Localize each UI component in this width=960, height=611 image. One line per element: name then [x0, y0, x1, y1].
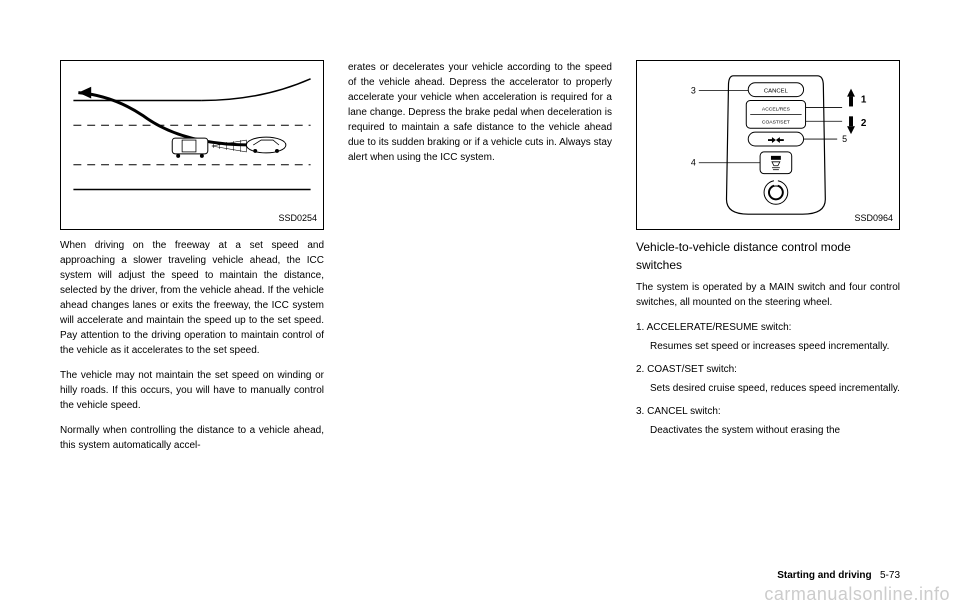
callout-2: 2 [861, 118, 867, 129]
list-item-3: 3. CANCEL switch: [636, 404, 900, 419]
figure-label-left: SSD0254 [278, 212, 317, 226]
item1-desc: Resumes set speed or increases speed inc… [650, 339, 900, 354]
item3-num: 3. [636, 406, 644, 417]
footer-section: Starting and driving [777, 570, 871, 581]
figure-label-right: SSD0964 [854, 212, 893, 226]
callout-1: 1 [861, 95, 867, 106]
callout-4: 4 [691, 158, 696, 168]
item2-title: COAST/SET switch: [647, 364, 737, 375]
item3-title: CANCEL switch: [647, 406, 721, 417]
car-front [246, 137, 286, 153]
col1-para1: When driving on the freeway at a set spe… [60, 238, 324, 358]
page-footer: Starting and driving 5-73 [777, 570, 900, 581]
col1-para2: The vehicle may not maintain the set spe… [60, 368, 324, 413]
item1-title: ACCELERATE/RESUME switch: [647, 322, 792, 333]
figure-controls: CANCEL ACCEL/RES COAST/SET 3 4 [636, 60, 900, 230]
road-diagram [61, 61, 323, 229]
car-rear [172, 138, 208, 158]
callout-3: 3 [691, 86, 696, 96]
footer-page: 5-73 [880, 570, 900, 581]
col3-para1: The system is operated by a MAIN switch … [636, 280, 900, 310]
btn-coast-text: COAST/SET [762, 119, 790, 125]
btn-cancel-text: CANCEL [764, 89, 789, 95]
col1-para3: Normally when controlling the distance t… [60, 423, 324, 453]
list-item-2: 2. COAST/SET switch: [636, 362, 900, 377]
list-item-1: 1. ACCELERATE/RESUME switch: [636, 320, 900, 335]
item3-desc: Deactivates the system without erasing t… [650, 423, 900, 438]
column-middle: erates or decelerates your vehicle accor… [348, 60, 612, 463]
item1-num: 1. [636, 322, 644, 333]
watermark: carmanualsonline.info [764, 584, 950, 605]
subheading: Vehicle-to-vehicle distance control mode… [636, 238, 900, 274]
column-left: SSD0254 When driving on the freeway at a… [60, 60, 324, 463]
item2-desc: Sets desired cruise speed, reduces speed… [650, 381, 900, 396]
callout-5: 5 [842, 134, 847, 144]
btn-accel-text: ACCEL/RES [762, 106, 791, 112]
col2-para1: erates or decelerates your vehicle accor… [348, 60, 612, 165]
control-panel-diagram: CANCEL ACCEL/RES COAST/SET 3 4 [637, 61, 899, 229]
item2-num: 2. [636, 364, 644, 375]
figure-road: SSD0254 [60, 60, 324, 230]
column-right: CANCEL ACCEL/RES COAST/SET 3 4 [636, 60, 900, 463]
